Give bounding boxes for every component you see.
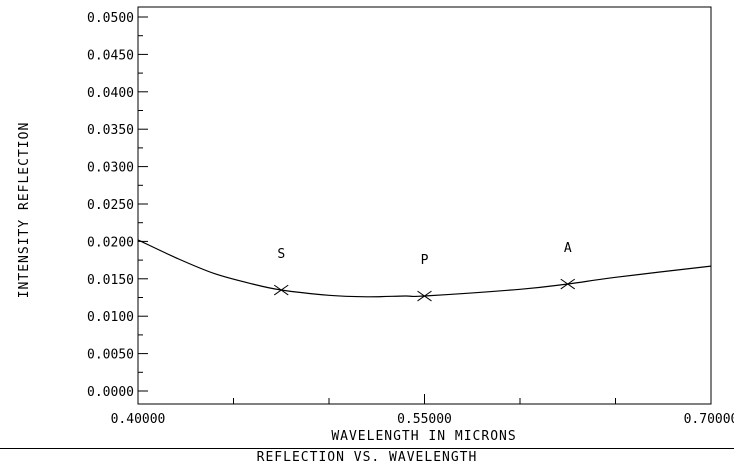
marker-label-s: S [277,247,285,262]
x-axis-ticks: 0.40000 0.55000 0.70000 [111,394,734,427]
chart-title: REFLECTION VS. WAVELENGTH [256,450,478,465]
y-tick-label: 0.0250 [87,198,134,213]
marker-s [273,284,289,296]
marker-a [560,278,576,290]
y-tick-label: 0.0350 [87,123,134,138]
y-tick-label: 0.0200 [87,235,134,250]
y-tick-label: 0.0500 [87,11,134,26]
reflection-chart: 0.0000 0.0050 0.0100 0.0150 0.0200 0.0250 0.03… [17,6,734,444]
plot-area-frame [137,6,712,405]
footer-divider [0,448,734,449]
y-axis-label: INTENSITY REFLECTION [17,122,32,299]
y-tick-label: 0.0300 [87,161,134,176]
x-tick-label: 0.55000 [397,412,452,427]
marker-p [417,290,432,302]
y-tick-label: 0.0000 [87,385,134,400]
x-axis-label: WAVELENGTH IN MICRONS [331,429,516,444]
y-tick-label: 0.0450 [87,48,134,63]
sample-markers: S PA [273,241,576,302]
x-tick-label: 0.70000 [684,412,734,427]
y-tick-label: 0.0100 [87,310,134,325]
y-tick-label: 0.0050 [87,348,134,363]
y-tick-label: 0.0150 [87,273,134,288]
marker-label-p: P [421,253,429,268]
y-tick-label: 0.0400 [87,86,134,101]
y-axis-ticks: 0.0000 0.0050 0.0100 0.0150 0.0200 0.0250 0.03… [87,11,148,400]
reflection-curve [137,239,712,298]
x-tick-label: 0.40000 [111,412,166,427]
marker-label-a: A [564,241,572,256]
